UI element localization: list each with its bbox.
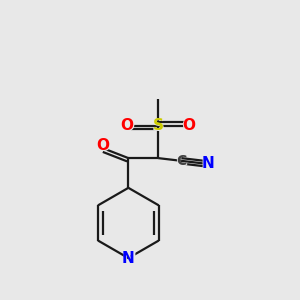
Text: N: N [202, 156, 214, 171]
Text: N: N [201, 154, 216, 172]
Text: O: O [96, 138, 109, 153]
Text: O: O [182, 117, 197, 135]
Text: O: O [183, 118, 196, 133]
Text: N: N [121, 249, 136, 267]
Text: O: O [119, 117, 135, 135]
Text: S: S [153, 118, 164, 133]
Text: O: O [95, 137, 110, 155]
Text: N: N [122, 250, 135, 266]
Text: C: C [175, 152, 187, 170]
Text: O: O [121, 118, 134, 133]
Text: S: S [152, 117, 165, 135]
Text: C: C [176, 154, 186, 168]
